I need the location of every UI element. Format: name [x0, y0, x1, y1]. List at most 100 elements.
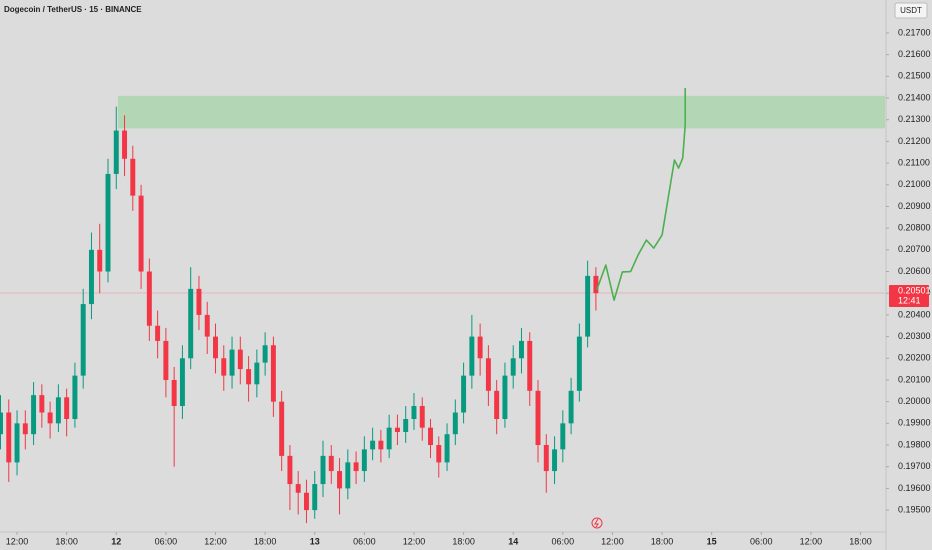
candle-body	[328, 455, 334, 472]
candle-body	[419, 405, 425, 428]
x-tick-label: 06:00	[155, 536, 178, 546]
x-tick-label: 18:00	[55, 536, 78, 546]
x-tick-label: 12:00	[6, 536, 29, 546]
candle-body	[485, 358, 491, 391]
x-tick-label: 18:00	[849, 536, 872, 546]
y-tick-label: 0.21000	[898, 179, 931, 189]
candle-body	[39, 395, 45, 413]
candle-body	[428, 427, 433, 446]
y-tick-label: 0.19700	[898, 461, 931, 471]
y-tick-label: 0.21500	[898, 71, 931, 81]
y-tick-label: 0.19500	[898, 504, 931, 514]
candle-body	[105, 173, 111, 272]
candle-body	[204, 314, 210, 337]
candle-body	[279, 401, 285, 456]
candle-body	[312, 484, 318, 511]
candle-body	[31, 395, 37, 435]
candle-body	[394, 427, 400, 433]
y-tick-label: 0.20200	[898, 353, 931, 363]
candle-body	[337, 471, 343, 489]
candle-body	[0, 412, 3, 435]
candle-body	[138, 195, 144, 272]
y-tick-label: 0.21400	[898, 92, 931, 102]
countdown-label: 12:41	[898, 295, 921, 305]
candle-body	[270, 345, 276, 402]
candle-body	[287, 455, 293, 485]
candle-body	[47, 412, 53, 424]
candle-body	[55, 397, 61, 424]
candle-body	[155, 325, 161, 341]
candle-body	[576, 336, 582, 391]
x-tick-label: 15	[707, 536, 717, 546]
y-tick-label: 0.20100	[898, 374, 931, 384]
last-price-label: 0.20501	[898, 285, 931, 295]
currency-box[interactable]	[894, 2, 928, 19]
candle-body	[560, 423, 566, 450]
x-tick-label: 06:00	[750, 536, 773, 546]
x-tick-label: 14	[508, 536, 518, 546]
candle-body	[213, 336, 218, 359]
candle-body	[444, 434, 450, 463]
target-zone	[117, 95, 885, 129]
y-tick-label: 0.20000	[898, 396, 931, 406]
y-tick-label: 0.21100	[898, 157, 930, 167]
last-price-tag	[889, 285, 929, 308]
candle-body	[370, 440, 376, 450]
y-tick-label: 0.21600	[898, 49, 931, 59]
candle-body	[552, 449, 558, 472]
y-tick-label: 0.20400	[898, 309, 931, 319]
candle-body	[14, 423, 20, 463]
replay-icon[interactable]	[591, 517, 603, 529]
x-tick-label: 18:00	[254, 536, 277, 546]
candle-body	[386, 427, 392, 450]
candle-body	[80, 304, 86, 376]
candle-body	[303, 492, 309, 511]
x-tick-label: 18:00	[651, 536, 674, 546]
candle-body	[510, 358, 516, 376]
candle-body	[130, 158, 136, 196]
y-tick-label: 0.21300	[898, 114, 931, 124]
candle-body	[527, 340, 533, 391]
candle-body	[585, 275, 591, 337]
candle-body	[593, 275, 599, 294]
candle-body	[97, 249, 103, 272]
candle-body	[22, 423, 28, 435]
candle-body	[477, 336, 483, 359]
candle-body	[229, 349, 235, 376]
projection-path	[595, 88, 687, 301]
x-tick-label: 13	[310, 536, 320, 546]
y-tick-label: 0.20700	[898, 244, 931, 254]
candle-body	[452, 412, 458, 435]
chart-title: Dogecoin / TetherUS · 15 · BINANCE	[4, 5, 142, 14]
y-tick-label: 0.20300	[898, 331, 931, 341]
y-tick-label: 0.19800	[898, 439, 931, 449]
candle-body	[72, 375, 78, 420]
x-tick-label: 12:00	[601, 536, 624, 546]
candle-body	[246, 369, 252, 385]
x-tick-label: 12:00	[800, 536, 823, 546]
x-tick-label: 12	[111, 536, 121, 546]
candle-body	[403, 419, 409, 433]
y-tick-label: 0.21700	[898, 27, 931, 37]
y-tick-label: 0.20600	[898, 266, 931, 276]
candle-body	[6, 412, 12, 463]
candle-body	[179, 358, 185, 406]
candle-body	[361, 449, 367, 472]
candle-body	[295, 484, 301, 493]
candle-body	[518, 340, 524, 359]
candle-body	[353, 462, 359, 472]
y-tick-label: 0.20900	[898, 201, 931, 211]
x-tick-label: 06:00	[353, 536, 376, 546]
candle-body	[469, 336, 475, 376]
candle-body	[535, 390, 541, 446]
y-tick-label: 0.21200	[898, 136, 931, 146]
currency[interactable]: USDT	[900, 6, 922, 15]
candle-body	[146, 271, 152, 326]
y-tick-label: 0.19900	[898, 418, 931, 428]
candle-body	[345, 462, 351, 489]
candle-body	[122, 130, 128, 159]
candle-body	[543, 445, 549, 472]
